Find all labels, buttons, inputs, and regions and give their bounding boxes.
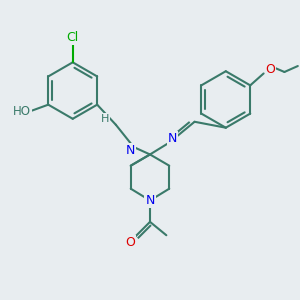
Text: H: H bbox=[101, 114, 110, 124]
Text: Cl: Cl bbox=[67, 32, 79, 44]
Text: N: N bbox=[145, 194, 155, 207]
Text: N: N bbox=[168, 132, 177, 145]
Text: O: O bbox=[266, 63, 275, 76]
Text: O: O bbox=[125, 236, 135, 249]
Text: HO: HO bbox=[13, 105, 31, 118]
Text: N: N bbox=[125, 143, 135, 157]
